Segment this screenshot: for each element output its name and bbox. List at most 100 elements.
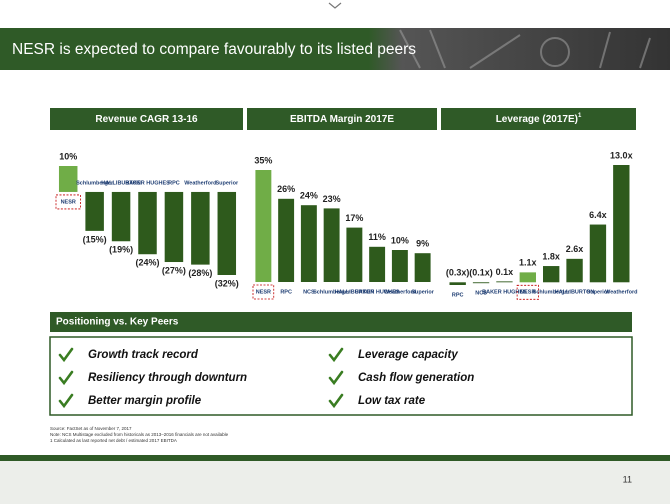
value-label: 10% (391, 235, 409, 245)
category-logo: NCS (475, 291, 487, 297)
value-label: (15%) (83, 234, 107, 244)
bar (278, 198, 295, 282)
chart-title: Revenue CAGR 13-16 (95, 114, 198, 125)
value-label: (28%) (188, 268, 212, 278)
check-icon (58, 370, 74, 386)
value-label: 23% (323, 194, 341, 204)
value-label: 1.8x (542, 251, 560, 261)
section-title: Positioning vs. Key Peers (56, 317, 179, 328)
check-icon (58, 347, 74, 363)
check-icon (328, 393, 344, 409)
category-logo: BAKER HUGHES (125, 180, 170, 186)
bar (496, 281, 513, 283)
bar (85, 191, 104, 231)
footnote: Source: FactSet as of November 7, 2017 (50, 426, 132, 431)
header-photos (399, 29, 651, 69)
category-logo: RPC (168, 180, 180, 186)
value-label: 9% (416, 239, 429, 249)
check-icon (328, 347, 344, 363)
category-logo: HALLIBURTON (555, 290, 595, 296)
chart-title-text: EBITDA Margin 2017E (290, 114, 394, 125)
category-logo: RPC (452, 292, 464, 298)
category-logo: NESR (61, 199, 76, 205)
category-logo: Superior (587, 290, 610, 296)
chart-title-note: 1 (578, 113, 582, 119)
value-label: (0.3x) (446, 268, 470, 278)
bar (346, 227, 363, 282)
category-logo: Schlumberger (533, 290, 571, 296)
value-label: 17% (345, 213, 363, 223)
category-logo: Superior (215, 180, 238, 186)
category-logo: Superior (411, 289, 434, 295)
value-label: (32%) (215, 278, 239, 288)
category-logo: HALLIBURTON (101, 180, 141, 186)
bar (300, 205, 317, 282)
header-band (0, 28, 670, 70)
bar (589, 224, 607, 283)
value-label: (24%) (135, 258, 159, 268)
header-title: NESR is expected to compare favourably t… (12, 41, 416, 58)
bar (449, 282, 466, 285)
category-logo: RPC (280, 289, 292, 295)
bar (111, 191, 131, 242)
page-number: 11 (623, 474, 632, 484)
bar (543, 266, 560, 283)
bar (519, 272, 536, 283)
category-logo: Weatherford (384, 289, 416, 295)
category-logo: NESR (256, 289, 271, 295)
value-label: 10% (59, 151, 77, 161)
chart-title-bar (441, 108, 636, 130)
category-logo: Weatherford (184, 180, 216, 186)
category-logo: HALLIBURTON (335, 289, 375, 295)
bar (191, 191, 210, 265)
category-logo: BAKER HUGHES (355, 289, 400, 295)
bar (164, 191, 184, 263)
category-logo: NESR (520, 290, 535, 296)
value-label: (0.1x) (469, 268, 493, 278)
bar (613, 165, 630, 283)
value-label: 11% (368, 232, 386, 242)
bar (255, 170, 272, 282)
value-label: 24% (300, 191, 318, 201)
check-icon (58, 393, 74, 409)
category-logo: NCS (303, 289, 315, 295)
chart-title: Leverage (2017E)1 (496, 113, 582, 125)
category-logo: BAKER HUGHES (482, 290, 527, 296)
value-label: 35% (254, 155, 272, 165)
category-logo: Schlumberger (313, 289, 351, 295)
bar (391, 250, 408, 282)
highlight-box (516, 284, 539, 300)
check-item: Cash flow generation (358, 372, 474, 384)
bar (323, 208, 340, 282)
footer-band (0, 461, 670, 504)
bar (217, 191, 237, 275)
value-label: 2.6x (566, 244, 584, 254)
bar (369, 246, 386, 282)
check-icon (328, 370, 344, 386)
bar (138, 191, 157, 255)
check-item: Leverage capacity (358, 349, 458, 361)
footnote: Note: NCS Multistage excluded from histo… (50, 432, 229, 437)
check-item: Low tax rate (358, 395, 426, 407)
chart-title-text: Revenue CAGR 13-16 (95, 114, 198, 125)
value-label: (19%) (109, 245, 133, 255)
chart-title-bar (50, 108, 243, 130)
section-bar (50, 312, 632, 332)
check-item: Growth track record (88, 349, 199, 361)
check-item: Resiliency through downturn (88, 372, 247, 384)
footnote: 1 Calculated as last reported net debt /… (50, 438, 177, 443)
category-logo: Weatherford (605, 290, 637, 296)
value-label: 13.0x (610, 150, 633, 160)
value-label: 0.1x (496, 267, 514, 277)
top-logo (328, 2, 342, 9)
chart-title-text: Leverage (2017E) (496, 114, 578, 125)
bar (58, 166, 78, 192)
value-label: (27%) (162, 265, 186, 275)
chart-title: EBITDA Margin 2017E (290, 114, 394, 125)
chart-title-bar (247, 108, 437, 130)
value-label: 26% (277, 184, 295, 194)
bar (472, 282, 490, 284)
value-label: 1.1x (519, 258, 537, 268)
bar (414, 253, 431, 282)
